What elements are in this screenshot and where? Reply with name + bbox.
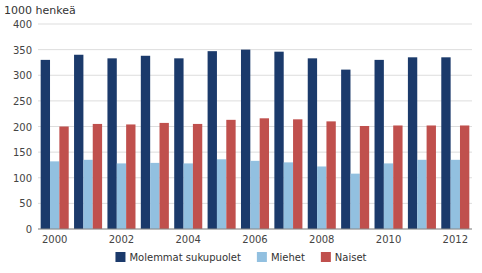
bar [308,58,317,229]
x-tick-label: 2010 [376,234,401,245]
bar [341,70,350,229]
bar [126,124,135,229]
y-tick-label: 50 [19,198,32,209]
x-tick-label: 2004 [176,234,201,245]
bar [417,160,426,229]
y-tick-label: 350 [13,45,32,56]
grid-line [38,75,472,76]
y-tick-label: 0 [26,224,32,235]
legend-swatch [115,252,125,262]
legend-label: Miehet [271,252,305,263]
x-tick-label: 2006 [242,234,267,245]
grid-line [38,126,472,127]
bar [117,163,126,229]
legend-label: Naiset [335,252,367,263]
bar [326,121,335,229]
legend-item: Miehet [257,252,305,263]
x-tick-label: 2008 [309,234,334,245]
bar [93,124,102,229]
bar [427,125,436,229]
bar [193,124,202,229]
bar [107,58,116,229]
bar [375,60,384,229]
bar [226,120,235,229]
x-tick-label: 2012 [443,234,468,245]
bar [83,160,92,229]
y-tick-label: 100 [13,173,32,184]
bar [284,162,293,229]
chart: 1000 henkeä 0 50 100 150 200 250 300 350 400 2000 2… [0,0,482,273]
bar [360,126,369,229]
legend: Molemmat sukupuolet Miehet Naiset [115,252,366,263]
bar [274,52,283,229]
grid-line [38,152,472,153]
legend-swatch [257,252,267,262]
grid-line [38,100,472,101]
x-axis-line [38,229,472,230]
grid-line [38,49,472,50]
bar [241,50,250,229]
bar [260,118,269,229]
bar [451,160,460,229]
x-tick-label: 2000 [42,234,67,245]
grid-line [38,24,472,25]
y-tick-label: 300 [13,70,32,81]
bar [160,123,169,229]
bar [208,51,217,229]
bar [441,57,450,229]
bar [350,174,359,229]
y-tick-label: 150 [13,147,32,158]
legend-item: Molemmat sukupuolet [115,252,240,263]
bar [150,163,159,229]
y-tick-label: 400 [13,19,32,30]
bar [384,163,393,229]
bar [141,56,150,229]
bar [293,119,302,229]
bar [250,161,259,229]
bars [41,50,470,229]
bar [174,58,183,229]
bar [408,57,417,229]
legend-swatch [321,252,331,262]
y-tick-label: 200 [13,122,32,133]
bar [393,125,402,229]
bar [59,127,68,230]
bar [74,55,83,229]
legend-item: Naiset [321,252,367,263]
bar [217,159,226,229]
bar [317,166,326,229]
bar [50,161,59,229]
y-axis-label: 1000 henkeä [4,4,76,17]
y-tick-label: 250 [13,96,32,107]
bar [41,60,50,229]
grid-line [38,229,472,230]
bar [460,125,469,229]
legend-label: Molemmat sukupuolet [129,252,240,263]
grid [38,24,472,229]
bar [184,163,193,229]
x-tick-label: 2002 [109,234,134,245]
